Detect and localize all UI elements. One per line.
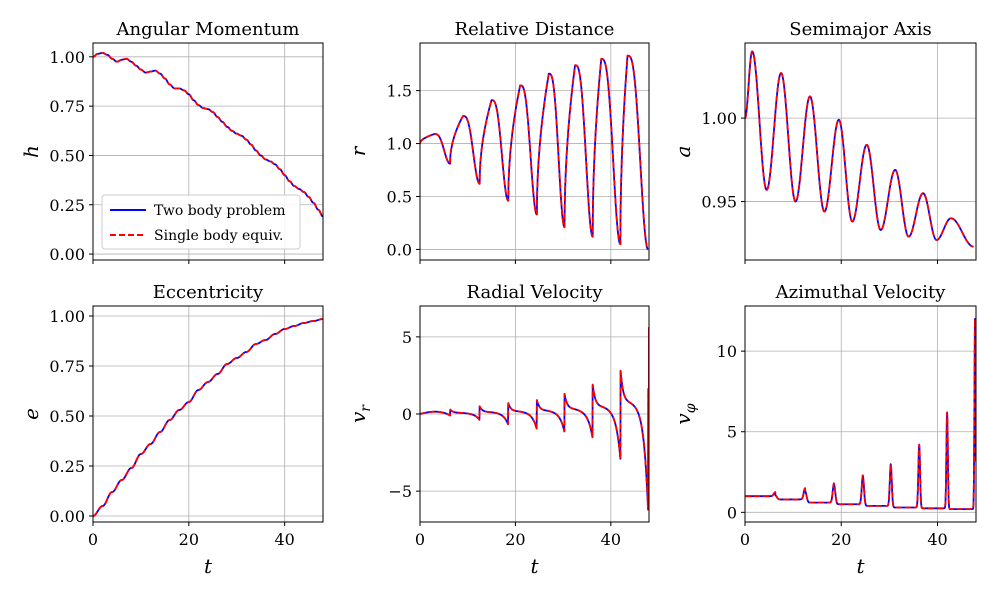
series-group	[420, 326, 649, 511]
y-axis-label-main: a	[671, 146, 695, 158]
axes-frame	[92, 42, 324, 261]
y-tick-label: 1.5	[387, 82, 412, 101]
y-tick-label: 0.50	[49, 146, 85, 165]
x-tick-label: 40	[927, 530, 947, 549]
x-axis-label: t	[856, 554, 865, 578]
y-tick-label: 1.00	[49, 48, 85, 67]
y-tick-label: 0.25	[49, 457, 85, 476]
series-group	[745, 50, 975, 248]
y-axis-label: h	[19, 145, 43, 158]
x-tick-label: 40	[601, 530, 621, 549]
axes-frame	[744, 42, 977, 261]
y-tick-label: 0.75	[49, 97, 85, 116]
y-tick-label: 0	[727, 503, 737, 522]
series-group	[420, 54, 649, 251]
y-axis-label-main: e	[19, 408, 43, 420]
y-tick-label: 5	[727, 423, 737, 442]
axes-frame	[744, 305, 977, 523]
panel-2: Relative Distance 0.0 0.5 1.0 1.5 r	[346, 19, 650, 264]
legend-box	[101, 194, 301, 250]
y-tick-label: 0.00	[49, 507, 85, 526]
grid	[419, 306, 649, 522]
legend-label-single-body: Single body equiv.	[154, 228, 283, 244]
series-line-two-body	[420, 54, 649, 251]
x-axis-label: t	[204, 554, 213, 578]
panel-title: Azimuthal Velocity	[775, 282, 947, 303]
series-group	[745, 318, 976, 510]
y-tick-label: 0.25	[49, 196, 85, 215]
axes-frame	[92, 305, 324, 523]
panel-title: Angular Momentum	[116, 19, 300, 40]
panel-6: Azimuthal Velocity 0 20 40 0 5 10 t vφ	[671, 282, 977, 578]
series-line-single-body	[93, 51, 323, 218]
y-axis-label-main: h	[19, 145, 43, 158]
y-axis-label-main: r	[346, 145, 370, 156]
y-axis-label: vφ	[671, 403, 699, 424]
series-group	[93, 318, 323, 517]
series-line-two-body	[93, 318, 323, 517]
x-tick-label: 40	[274, 530, 294, 549]
y-tick-label: 5	[402, 328, 412, 347]
y-axis-label: vr	[346, 404, 374, 423]
x-tick-label: 20	[831, 530, 851, 549]
x-tick-label: 0	[740, 530, 750, 549]
x-axis-label: t	[530, 554, 539, 578]
y-axis-label-subscript: φ	[683, 403, 699, 413]
x-tick-label: 20	[505, 530, 525, 549]
legend-label-two-body: Two body problem	[154, 203, 286, 219]
panel-4: Eccentricity 0 20 40 0.00 0.25 0.50 0.75 1.00 t e	[19, 282, 324, 578]
series-line-single-body	[745, 318, 976, 510]
y-axis-label: r	[346, 145, 370, 156]
grid	[744, 306, 976, 522]
y-tick-label: 1.00	[701, 109, 737, 128]
y-tick-label: 0.00	[49, 245, 85, 264]
y-axis-label-main: v	[346, 411, 370, 423]
y-tick-label: 0	[402, 405, 412, 424]
legend: Two body problem Single body equiv.	[101, 194, 301, 250]
panel-3: Semimajor Axis 0.95 1.00 a	[671, 19, 977, 264]
x-tick-label: 20	[179, 530, 199, 549]
series-group	[93, 51, 323, 218]
y-axis-label: e	[19, 408, 43, 420]
y-tick-label: 1.0	[387, 135, 412, 154]
panel-title: Radial Velocity	[466, 282, 603, 303]
grid	[92, 306, 323, 522]
series-line-two-body	[93, 51, 323, 218]
panel-title: Semimajor Axis	[789, 19, 932, 40]
y-tick-label: 0.0	[387, 240, 412, 259]
y-tick-label: 1.00	[49, 307, 85, 326]
axes-frame	[419, 42, 650, 261]
series-line-two-body	[420, 326, 649, 511]
series-line-single-body	[420, 54, 649, 251]
panel-title: Relative Distance	[455, 19, 615, 40]
y-tick-label: −5	[388, 482, 412, 501]
panel-title: Eccentricity	[153, 282, 264, 303]
panel-5: Radial Velocity 0 20 40 −5 0 5 t vr	[346, 282, 650, 578]
series-line-single-body	[420, 326, 649, 511]
y-tick-label: 0.50	[49, 407, 85, 426]
x-tick-label: 0	[88, 530, 98, 549]
x-tick-label: 0	[415, 530, 425, 549]
y-axis-label-subscript: r	[358, 404, 374, 412]
y-axis-label: a	[671, 146, 695, 158]
series-line-single-body	[745, 50, 975, 248]
series-line-single-body	[93, 318, 323, 517]
y-tick-label: 10	[717, 342, 737, 361]
panel-1: Angular Momentum 0.00 0.25 0.50 0.75 1.00 h	[19, 19, 324, 264]
series-line-two-body	[745, 318, 976, 510]
grid	[419, 43, 649, 260]
y-tick-label: 0.75	[49, 357, 85, 376]
y-axis-label-main: v	[671, 413, 695, 425]
y-tick-label: 0.95	[701, 193, 737, 212]
y-tick-label: 0.5	[387, 187, 412, 206]
